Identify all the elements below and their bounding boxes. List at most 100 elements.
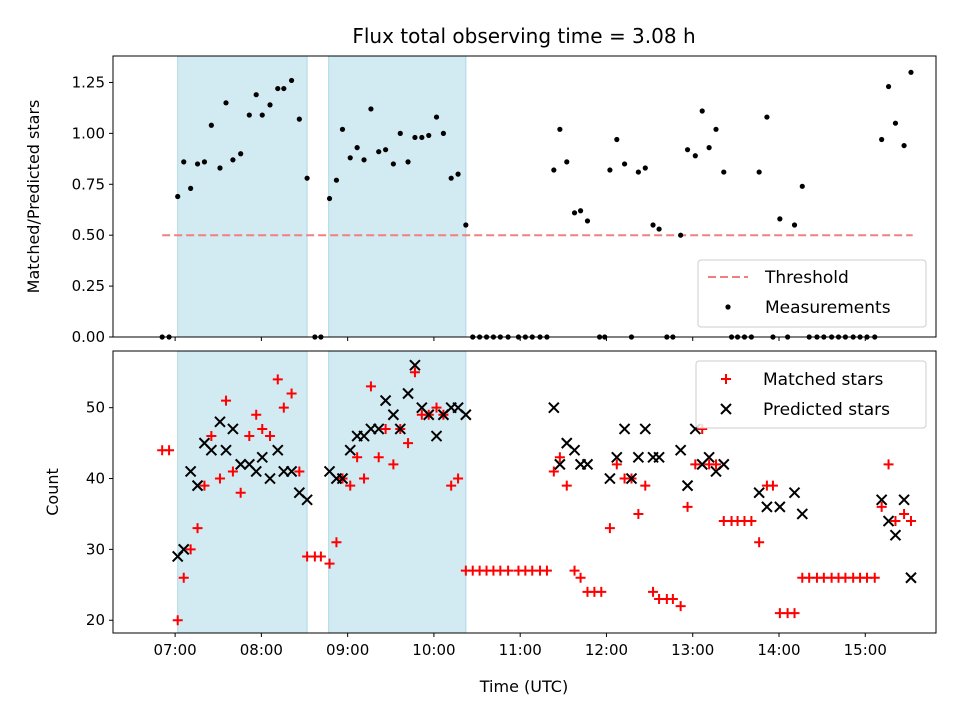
measurement-point [756, 169, 762, 175]
predicted-stars-point [220, 444, 232, 456]
legend-measurements-label: Measurements [765, 298, 891, 318]
measurement-point [383, 147, 389, 153]
legend: Threshold Measurements [697, 259, 927, 328]
measurement-point [908, 69, 914, 75]
legend-threshold-label: Threshold [764, 268, 849, 288]
top-panel: 0.00 0.25 0.50 0.75 1.00 1.25 Matched/Predicte… [24, 55, 937, 346]
predicted-stars-point [548, 401, 560, 414]
matched-stars-point [214, 473, 225, 484]
matched-stars-point [294, 466, 305, 477]
matched-stars-point [869, 572, 880, 583]
measurement-point [405, 159, 411, 165]
predicted-stars-point [460, 409, 472, 421]
matched-stars-point [172, 615, 183, 626]
measurement-point [376, 149, 382, 155]
x-tick-label: 10:00 [412, 641, 455, 659]
matched-stars-point [789, 608, 800, 619]
predicted-stars-point [227, 423, 239, 435]
y-tick-label: 40 [86, 470, 105, 488]
matched-stars-point [899, 508, 910, 519]
y-tick-label: 1.25 [72, 73, 105, 91]
matched-stars-point [754, 537, 765, 548]
predicted-stars-point [178, 543, 190, 556]
matched-stars-point [596, 586, 607, 597]
measurement-point [390, 161, 396, 167]
measurement-point [304, 175, 310, 181]
measurement-point [584, 218, 591, 224]
measurement-point [642, 165, 648, 171]
predicted-stars-point [387, 409, 400, 421]
matched-stars-point [667, 593, 678, 604]
predicted-stars-point [889, 529, 902, 541]
measurement-point [656, 226, 662, 232]
matched-stars-point [403, 438, 414, 449]
predicted-stars-point [250, 465, 262, 478]
measurement-point [721, 169, 727, 175]
measurement-point [397, 130, 403, 136]
x-tick-label: 09:00 [326, 641, 369, 659]
matched-stars-point [890, 516, 901, 527]
y-tick-label: 0.50 [72, 226, 105, 244]
matched-stars-point [278, 402, 289, 413]
measurement-point [901, 142, 907, 149]
matched-stars-point [711, 459, 722, 470]
measurement-point [892, 120, 899, 126]
predicted-stars-point [581, 458, 594, 471]
measurement-point [259, 112, 265, 118]
measurement-point [201, 159, 208, 165]
predicted-stars-point [301, 494, 313, 506]
measurement-point [296, 116, 302, 122]
predicted-stars-point [611, 451, 623, 463]
matched-stars-point [675, 601, 686, 612]
chart-title: Flux total observing time = 3.08 h [352, 24, 695, 48]
predicted-stars-point [409, 359, 421, 371]
x-tick-label: 08:00 [240, 641, 283, 659]
measurement-point [238, 151, 244, 157]
predicted-stars-point [788, 487, 801, 499]
matched-stars-point [446, 480, 457, 491]
measurement-point [448, 175, 454, 181]
matched-stars-point [690, 459, 701, 470]
matched-stars-point [431, 402, 442, 413]
measurement-point [557, 126, 563, 132]
predicted-stars-point [264, 472, 276, 485]
matched-stars-point [272, 374, 283, 385]
matched-stars-point [380, 423, 391, 434]
x-tick-label: 13:00 [671, 641, 714, 659]
series-group [157, 359, 917, 626]
matched-stars-point [876, 501, 887, 512]
predicted-stars-point [882, 515, 895, 527]
measurement-point [650, 222, 656, 228]
predicted-stars-point [372, 423, 385, 435]
measurement-point [230, 157, 236, 163]
y-axis-label: Count [43, 468, 62, 516]
measurement-point [426, 132, 432, 139]
matched-stars-point [373, 452, 384, 463]
observing-window [328, 350, 467, 634]
matched-stars-point [648, 586, 659, 597]
matched-stars-point [164, 445, 175, 456]
matched-stars-point [286, 388, 297, 399]
matched-stars-point [554, 452, 565, 463]
predicted-stars-point [272, 444, 284, 456]
measurement-point [361, 157, 367, 163]
measurement-point [181, 159, 187, 165]
predicted-stars-point [703, 451, 715, 463]
measurement-point [440, 130, 447, 136]
y-tick-label: 0.00 [72, 328, 105, 346]
matched-stars-point [905, 516, 916, 527]
measurement-point [684, 147, 691, 153]
predicted-stars-point [234, 458, 247, 471]
measurement-point [347, 155, 353, 161]
measurement-point [571, 210, 578, 216]
matched-stars-point [227, 466, 238, 477]
measurement-point [281, 85, 287, 92]
measurement-point [275, 85, 281, 92]
matched-stars-point [388, 459, 399, 470]
legend-box [697, 259, 927, 328]
measurement-point [621, 161, 628, 167]
predicted-stars-point [336, 472, 349, 485]
measurement-point [175, 193, 181, 200]
predicted-stars-point [184, 465, 197, 478]
